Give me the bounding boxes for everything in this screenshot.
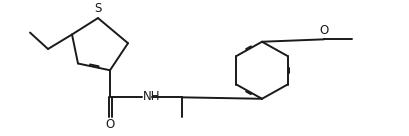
Text: NH: NH [143,90,160,103]
Text: O: O [106,118,115,131]
Text: S: S [94,2,102,15]
Text: O: O [319,24,328,37]
